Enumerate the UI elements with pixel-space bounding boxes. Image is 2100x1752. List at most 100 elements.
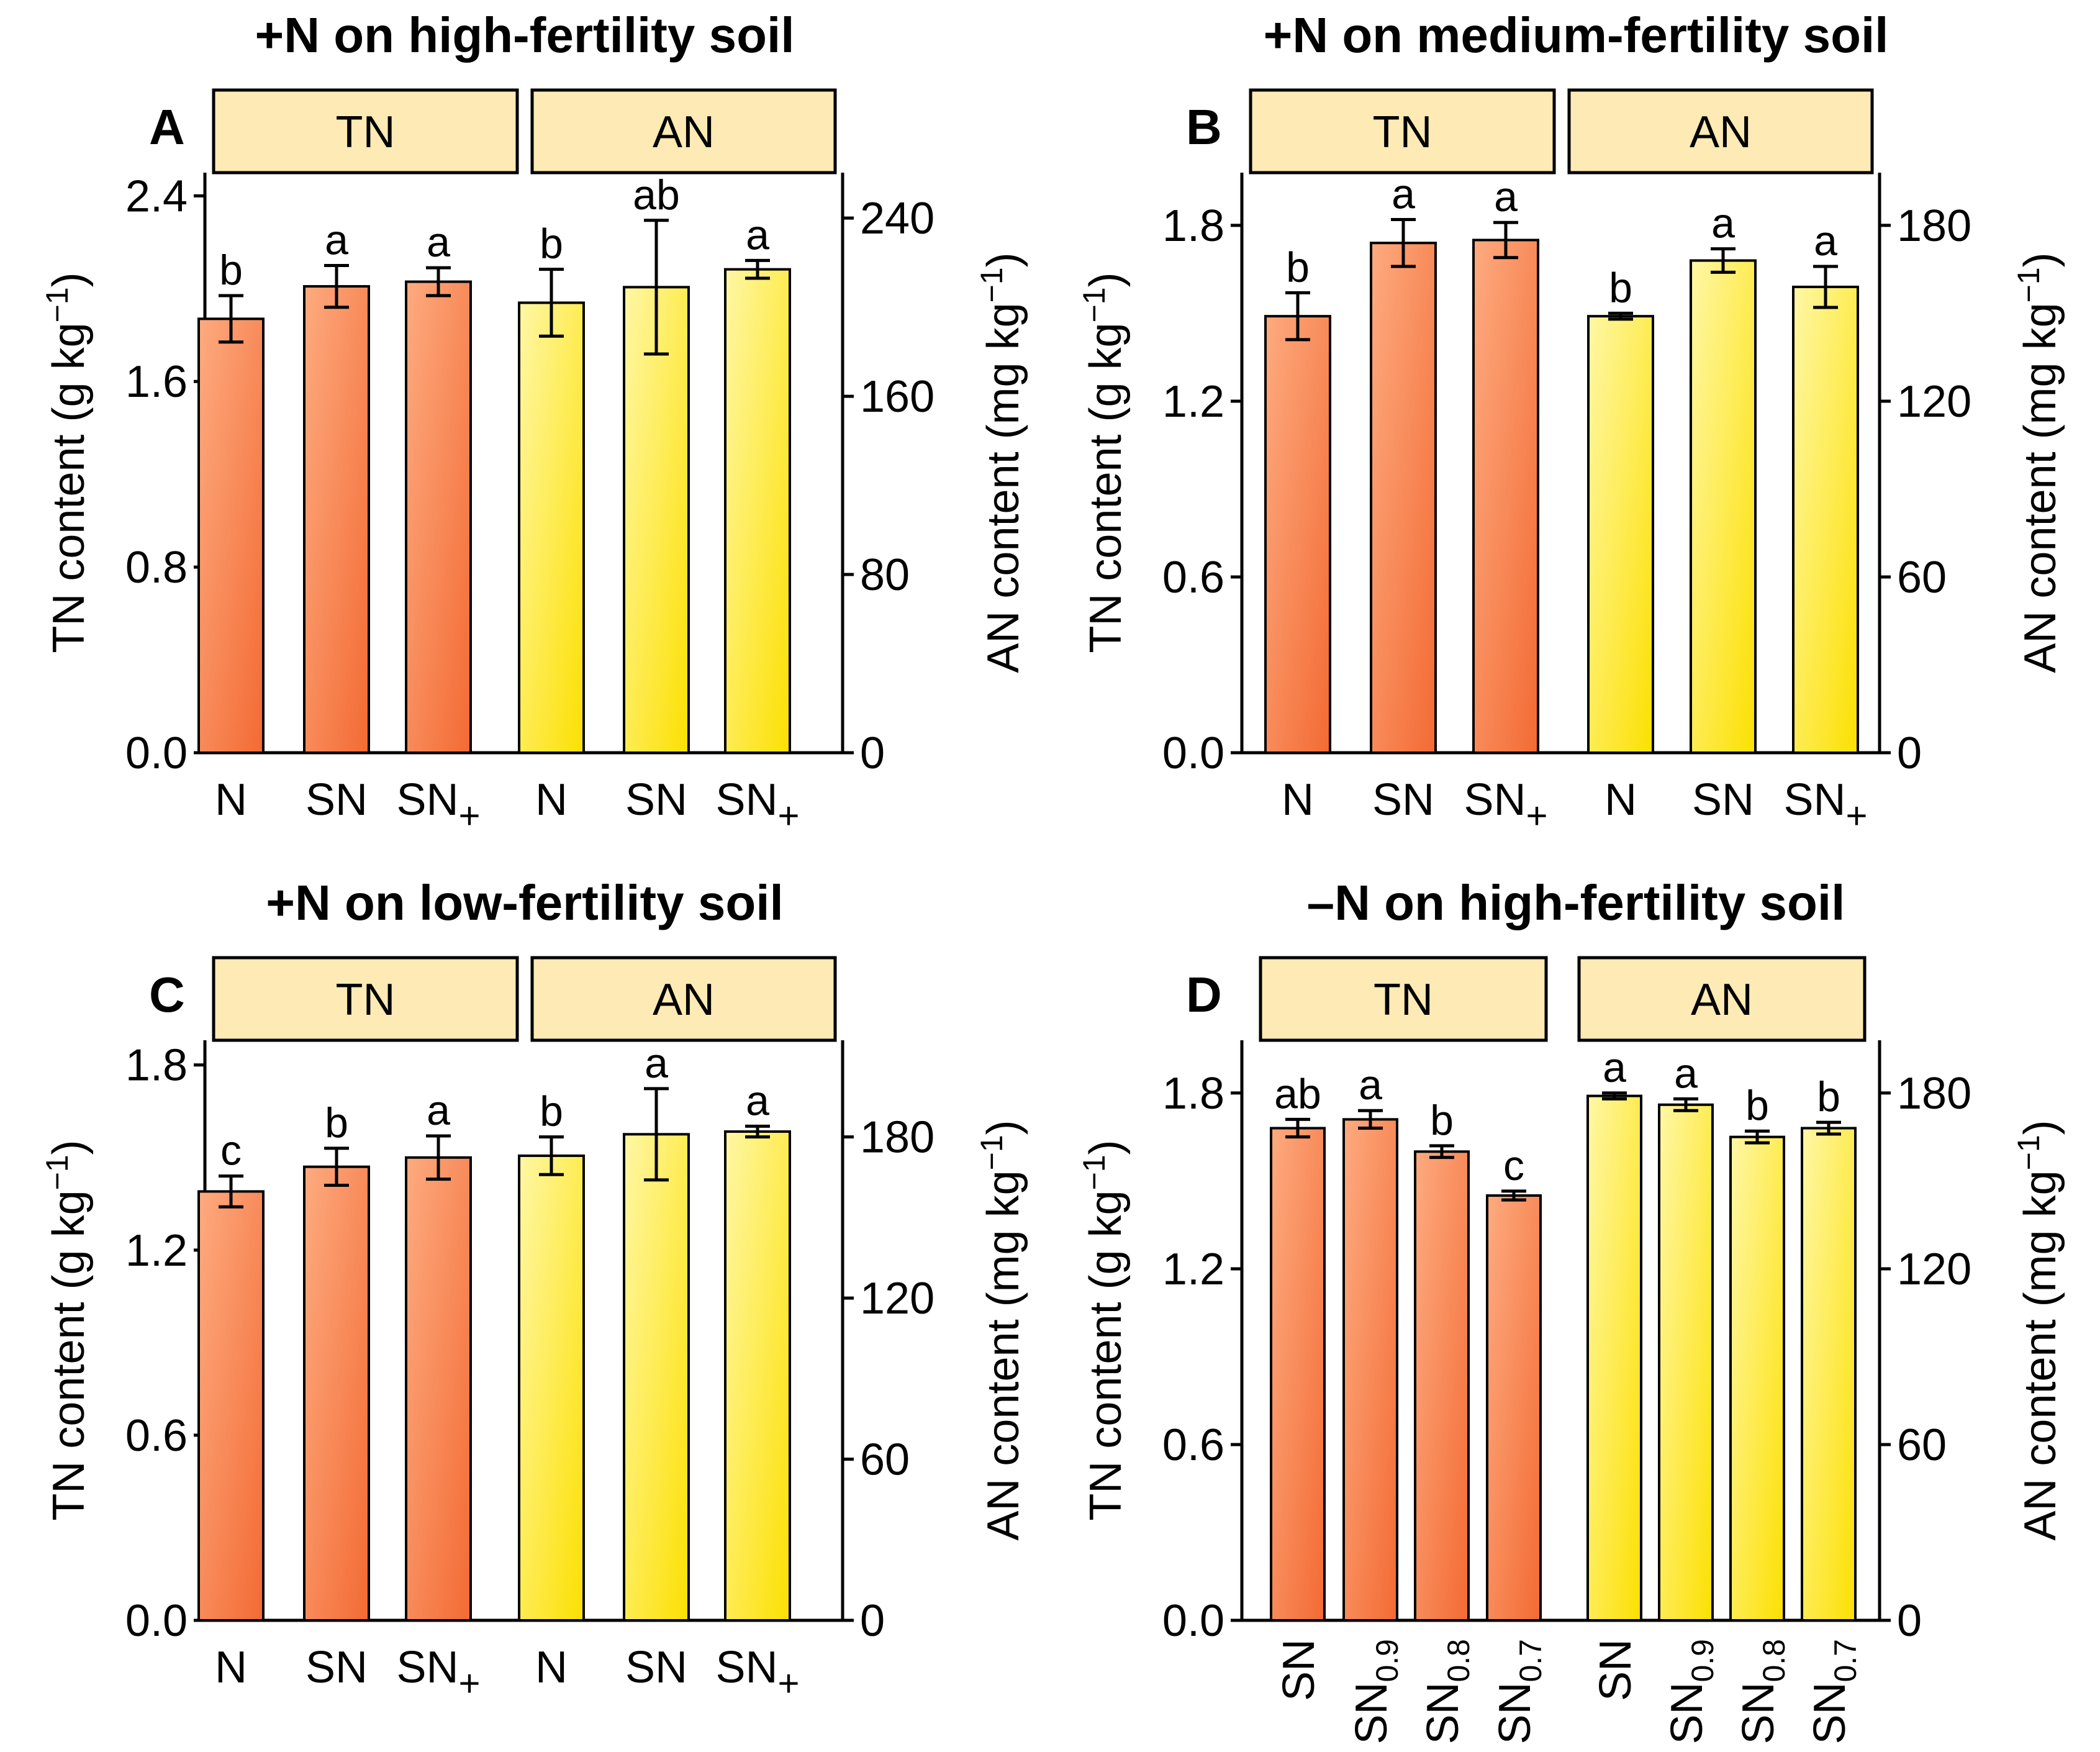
tn-x-category-label: SN0.9	[1347, 1639, 1405, 1745]
right-tick-label: 60	[1897, 1420, 1947, 1470]
an-x-category-label: SN+	[715, 1643, 799, 1704]
x-category-base: SN	[1805, 1682, 1855, 1745]
tn-x-category-label: SN	[305, 1643, 368, 1692]
right-tick-label: 0	[1897, 1596, 1922, 1646]
left-y-axis-label-sup: −1	[40, 1155, 75, 1190]
facet-strip-tn	[212, 956, 519, 1042]
x-category-sub: 0.7	[1513, 1639, 1548, 1682]
x-category-base: SN	[396, 775, 458, 825]
an-bar	[623, 286, 690, 755]
tn-bar	[1342, 1118, 1398, 1622]
an-significance-letter: a	[746, 1077, 769, 1124]
left-y-axis-label-close: )	[44, 1140, 94, 1155]
an-significance-letter: a	[1603, 1044, 1626, 1091]
tn-bar	[303, 285, 370, 754]
left-y-axis-label: TN content (g kg−1)	[40, 1140, 94, 1520]
tn-x-category-label: SN+	[1464, 775, 1547, 837]
left-tick-label: 0.6	[1162, 1420, 1224, 1470]
right-tick-label: 120	[1897, 1245, 1971, 1294]
facet-label-an: AN	[653, 107, 715, 157]
left-y-axis-label: TN content (g kg−1)	[40, 272, 94, 653]
x-category-sub: 0.9	[1370, 1639, 1405, 1682]
x-category-base: SN	[1347, 1682, 1396, 1745]
tn-x-category-label: SN+	[396, 775, 480, 837]
left-y-axis-label-text: TN content (g kg	[1081, 1190, 1131, 1520]
an-significance-letter: a	[1674, 1050, 1698, 1097]
x-category-base: N	[535, 775, 568, 825]
tn-bar	[1270, 1127, 1326, 1622]
left-y-axis-label-close: )	[1081, 1140, 1131, 1155]
an-x-category-label: SN0.8	[1734, 1639, 1791, 1745]
x-category-sub: 0.8	[1441, 1639, 1476, 1682]
tn-x-category-label: N	[215, 775, 247, 825]
right-tick-label: 240	[860, 194, 935, 243]
an-significance-letter: b	[1609, 264, 1632, 311]
facet-label-tn: TN	[1374, 975, 1433, 1025]
tn-x-category-label: SN0.7	[1490, 1639, 1548, 1745]
an-significance-letter: b	[1817, 1073, 1840, 1120]
right-y-axis-label-sup: −1	[974, 1135, 1009, 1170]
right-tick-label: 180	[860, 1113, 935, 1163]
left-tick-label: 0.0	[1162, 728, 1224, 778]
an-bar	[1587, 315, 1654, 754]
panel-c: +N on low-fertility soil C TN AN 0.0 0.6 1.2 1.…	[40, 875, 1028, 1704]
x-category-base: SN	[715, 1643, 777, 1692]
an-significance-letter: ab	[633, 171, 680, 219]
panel-a: +N on high-fertility soil A TN AN 0.0 0.8 1.6 2…	[40, 7, 1028, 837]
panel-b: +N on medium-fertility soil B TN AN 0.0 0.6 1.…	[1077, 7, 2065, 837]
right-y-axis-label-close: )	[2016, 1120, 2065, 1135]
an-bar	[724, 1130, 791, 1622]
an-significance-letter: a	[1711, 200, 1735, 247]
an-x-category-label: SN	[625, 1643, 687, 1692]
right-y-axis-label-close: )	[979, 252, 1028, 267]
tn-significance-letter: c	[220, 1127, 242, 1174]
x-category-sub: +	[458, 795, 480, 837]
left-tick-label: 0.6	[1162, 553, 1224, 602]
facet-strip-an	[1567, 88, 1874, 175]
tn-bar	[405, 280, 472, 755]
tn-bar	[1264, 315, 1331, 754]
left-tick-label: 1.8	[1162, 201, 1224, 251]
an-bar	[623, 1133, 690, 1622]
panel-letter: A	[149, 99, 185, 155]
an-bar	[518, 301, 585, 754]
x-category-base: SN	[1591, 1639, 1641, 1701]
tn-significance-letter: a	[427, 219, 450, 266]
right-tick-label: 0	[860, 728, 885, 778]
right-y-axis-label: AN content (mg kg−1)	[2011, 1120, 2065, 1540]
tn-bar	[1370, 242, 1437, 755]
x-category-base: SN	[1692, 775, 1754, 825]
x-category-base: SN	[1418, 1682, 1468, 1745]
x-category-base: SN	[396, 1643, 458, 1692]
an-bar	[1690, 259, 1757, 754]
right-tick-label: 0	[1897, 728, 1922, 778]
left-y-axis-label-text: TN content (g kg	[44, 322, 94, 653]
x-category-base: SN	[1372, 775, 1434, 825]
tn-significance-letter: b	[1430, 1097, 1454, 1144]
x-category-sub: 0.8	[1757, 1639, 1791, 1682]
x-category-sub: +	[777, 1663, 799, 1704]
right-y-axis-label-close: )	[2016, 252, 2065, 267]
right-y-axis-label-text: AN content (mg kg	[979, 302, 1028, 673]
facet-label-tn: TN	[336, 107, 396, 157]
panel-title: –N on high-fertility soil	[1307, 875, 1845, 930]
an-x-category-label: N	[535, 1643, 568, 1692]
panel-letter: C	[149, 967, 185, 1022]
tn-significance-letter: a	[427, 1087, 450, 1134]
x-category-sub: 0.9	[1685, 1639, 1720, 1682]
an-x-category-label: SN	[1692, 775, 1754, 825]
an-bar	[1792, 285, 1859, 754]
right-y-axis-label-sup: −1	[974, 267, 1009, 302]
left-y-axis-label-sup: −1	[1077, 287, 1111, 322]
left-tick-label: 2.4	[125, 171, 188, 221]
an-x-category-label: SN+	[1783, 775, 1867, 837]
an-x-category-label: N	[1604, 775, 1637, 825]
tn-bar	[197, 1190, 265, 1622]
x-category-base: N	[1282, 775, 1314, 825]
x-category-base: SN	[1274, 1639, 1324, 1701]
facet-strip-an	[530, 956, 837, 1042]
tn-bar	[405, 1156, 472, 1622]
tn-significance-letter: ab	[1274, 1070, 1321, 1117]
an-significance-letter: a	[1814, 217, 1837, 265]
left-y-axis-label-sup: −1	[1077, 1155, 1111, 1190]
